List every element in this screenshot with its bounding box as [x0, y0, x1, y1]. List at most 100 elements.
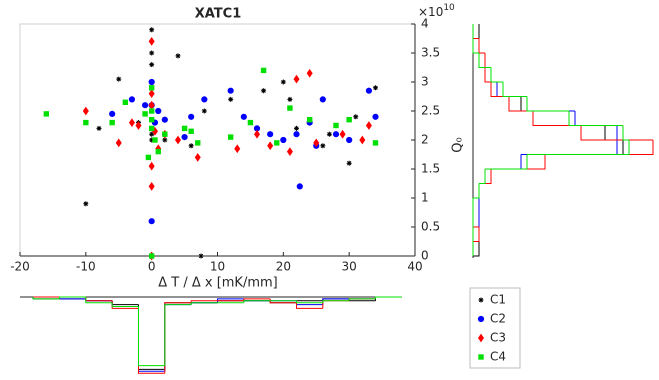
scatter-point	[267, 131, 274, 138]
scatter-point	[353, 114, 359, 120]
scatter-point	[148, 218, 155, 225]
scatter-point	[109, 119, 115, 126]
scatter-point	[174, 135, 182, 145]
x-hist-step	[164, 304, 192, 366]
scatter-point	[333, 122, 339, 129]
scatter-point	[181, 134, 188, 141]
scatter-point	[294, 125, 299, 131]
y-exponent: ×1010	[418, 3, 455, 19]
legend-marker	[477, 315, 485, 323]
scatter-point	[194, 153, 201, 162]
y-tick-label: 1.5	[421, 162, 440, 176]
scatter-point	[122, 99, 129, 105]
scatter-point	[115, 138, 122, 148]
legend-label: C2	[490, 312, 506, 326]
scatter-point	[175, 53, 181, 59]
legend-label: C4	[490, 350, 506, 364]
scatter-point	[260, 67, 267, 74]
scatter-point	[306, 68, 313, 78]
scatter-point	[346, 136, 353, 144]
y-exponent-power: 10	[443, 3, 455, 13]
scatter-point	[148, 161, 155, 171]
x-axis-label: Δ T / Δ x [mK/mm]	[158, 276, 278, 291]
y-tick-label: 4	[421, 17, 429, 31]
scatter-point	[155, 107, 162, 115]
y-hist-step	[484, 67, 491, 83]
scatter-point	[287, 105, 293, 111]
scatter-point	[359, 135, 366, 145]
scatter-point	[148, 125, 155, 132]
scatter-point	[188, 128, 194, 135]
x-hist-step	[348, 298, 376, 301]
y-hist-step	[568, 111, 623, 126]
scatter-point	[155, 148, 161, 155]
scatter-point	[201, 108, 207, 114]
scatter-point	[253, 129, 261, 139]
x-hist-step	[138, 306, 165, 367]
y-hist-step	[473, 227, 480, 242]
scatter-point	[373, 85, 378, 91]
scatter-point	[148, 108, 155, 114]
scatter-point	[306, 117, 313, 123]
scatter-point	[280, 136, 287, 144]
scatter-point	[332, 131, 340, 138]
scatter-point	[109, 110, 116, 118]
scatter-point	[148, 78, 155, 86]
x-tick-label: 10	[210, 260, 225, 274]
x-hist-step	[217, 298, 244, 303]
scatter-point	[162, 137, 168, 143]
y-axis-label: Q₀	[451, 137, 466, 152]
x-tick-label: 20	[276, 260, 291, 274]
scatter-point	[116, 76, 122, 82]
scatter-point	[372, 113, 379, 120]
x-hist-step	[59, 296, 86, 299]
y-tick-label: 2.5	[421, 104, 440, 118]
y-hist-step	[502, 82, 527, 97]
scatter-point	[135, 121, 142, 130]
scatter-point	[149, 27, 155, 33]
x-tick-label: 40	[407, 260, 422, 274]
x-hist-step	[322, 300, 350, 303]
scatter-point	[293, 131, 300, 138]
y-hist-step	[527, 140, 630, 155]
scatter-point	[287, 96, 293, 102]
scatter-point	[162, 131, 168, 137]
x-hist-step	[190, 300, 218, 303]
x-hist-step	[32, 297, 60, 300]
scatter-point	[181, 125, 188, 132]
scatter-point	[365, 121, 372, 130]
scatter-point	[148, 117, 155, 123]
scatter-point	[313, 138, 320, 148]
scatter-point	[326, 131, 332, 137]
scatter-point	[96, 125, 102, 131]
x-hist-step	[190, 302, 218, 305]
scatter-point	[43, 111, 50, 117]
scatter-point	[149, 137, 155, 143]
scatter-point	[319, 96, 326, 103]
y-hist-step	[485, 154, 528, 170]
scatter-point	[83, 201, 89, 207]
x-hist-step	[296, 302, 323, 309]
scatter-point	[372, 140, 379, 146]
y-hist-step	[479, 169, 486, 184]
x-hist-step	[375, 296, 402, 299]
scatter-point	[227, 134, 234, 140]
scatter-point	[128, 96, 136, 103]
scatter-point	[161, 116, 168, 123]
x-hist-step	[85, 297, 113, 304]
scatter-point	[240, 113, 247, 120]
scatter-point	[339, 129, 346, 139]
scatter-point	[247, 119, 254, 126]
legend-label: C1	[490, 293, 506, 307]
scatter-point	[228, 96, 234, 102]
scatter-point	[346, 160, 352, 166]
y-tick-label: 3.5	[421, 46, 440, 60]
x-hist-step	[269, 298, 297, 304]
scatter-point	[148, 37, 155, 46]
scatter-point	[152, 137, 158, 143]
scatter-point	[148, 89, 155, 98]
scatter-point	[320, 143, 326, 149]
